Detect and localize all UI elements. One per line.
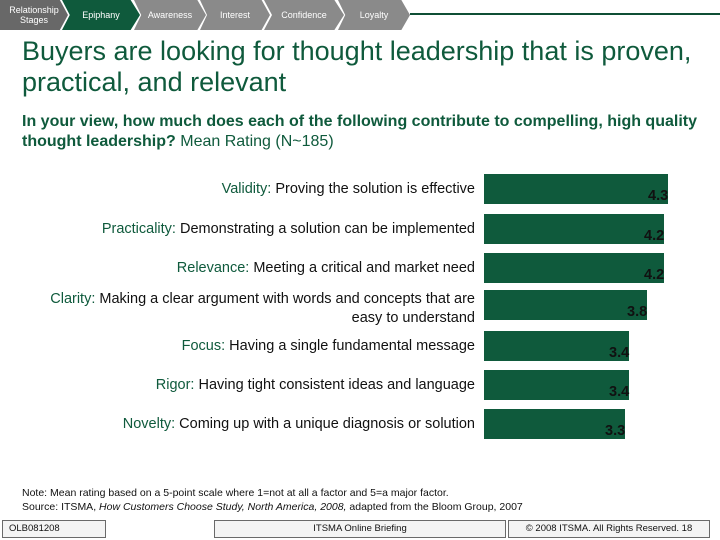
category-label: Relevance: Meeting a critical and market… [15, 259, 475, 278]
bar-value-label: 3.8 [627, 304, 648, 320]
category-description: Having a single fundamental message [225, 338, 475, 354]
category-term: Clarity: [50, 291, 96, 307]
footer-copyright: © 2008 ITSMA. All Rights Reserved. 18 [508, 520, 710, 538]
stage-nav: Relationship Stages Epiphany Awareness I… [0, 0, 720, 30]
bar-value-label: 3.4 [609, 384, 630, 400]
nav-step-interest[interactable]: Interest [200, 0, 270, 30]
nav-step-label: Awareness [147, 10, 193, 20]
nav-step-label: Relationship Stages [9, 5, 59, 25]
source-study: How Customers Choose Study, North Americ… [99, 501, 347, 513]
bar-value-label: 4.3 [648, 188, 669, 204]
category-label: Clarity: Making a clear argument with wo… [20, 290, 475, 328]
footer-code: OLB081208 [2, 520, 106, 538]
bar [484, 409, 625, 439]
nav-step-epiphany[interactable]: Epiphany [62, 0, 140, 30]
source-prefix: Source: ITSMA, [22, 501, 97, 513]
category-term: Novelty: [122, 416, 176, 432]
bar-value-label: 3.3 [605, 423, 626, 439]
bar [484, 174, 668, 204]
bar [484, 214, 664, 244]
bar-value-label: 4.2 [644, 267, 665, 283]
category-term: Focus: [181, 338, 226, 354]
category-description: Meeting a critical and market need [249, 260, 475, 276]
nav-step-label: Confidence [281, 10, 327, 20]
category-term: Relevance: [176, 260, 250, 276]
category-description: Making a clear argument with words and c… [95, 291, 475, 326]
survey-question: In your view, how much does each of the … [22, 112, 712, 152]
slide-title: Buyers are looking for thought leadershi… [22, 36, 692, 97]
category-description: Proving the solution is effective [271, 181, 475, 197]
category-description: Demonstrating a solution can be implemen… [175, 221, 475, 237]
category-term: Validity: [221, 181, 272, 197]
chart-note: Note: Mean rating based on a 5-point sca… [22, 486, 523, 514]
nav-step-label: Loyalty [359, 10, 389, 20]
nav-divider-line [410, 13, 720, 15]
bar-value-label: 3.4 [609, 345, 630, 361]
bar [484, 370, 629, 400]
source-line: Source: ITSMA, How Customers Choose Stud… [22, 500, 523, 514]
bar [484, 290, 647, 320]
bar [484, 253, 664, 283]
note-line: Note: Mean rating based on a 5-point sca… [22, 487, 449, 499]
nav-step-relationship-stages[interactable]: Relationship Stages [0, 0, 68, 30]
nav-step-label: Interest [219, 10, 250, 20]
category-description: Having tight consistent ideas and langua… [194, 377, 475, 393]
source-suffix: adapted from the Bloom Group, 2007 [349, 501, 523, 513]
category-term: Rigor: [155, 377, 195, 393]
category-description: Coming up with a unique diagnosis or sol… [175, 416, 475, 432]
nav-step-awareness[interactable]: Awareness [134, 0, 206, 30]
bar-value-label: 4.2 [644, 228, 665, 244]
category-label: Practicality: Demonstrating a solution c… [15, 220, 475, 239]
nav-step-confidence[interactable]: Confidence [264, 0, 344, 30]
question-measure: Mean Rating (N~185) [180, 133, 334, 150]
category-label: Focus: Having a single fundamental messa… [15, 337, 475, 356]
bar [484, 331, 629, 361]
question-text: In your view, how much does each of the … [22, 113, 697, 150]
nav-step-label: Epiphany [82, 10, 120, 20]
category-label: Novelty: Coming up with a unique diagnos… [15, 415, 475, 434]
category-label: Validity: Proving the solution is effect… [15, 180, 475, 199]
nav-step-loyalty[interactable]: Loyalty [338, 0, 410, 30]
category-label: Rigor: Having tight consistent ideas and… [15, 376, 475, 395]
footer-title: ITSMA Online Briefing [214, 520, 506, 538]
category-term: Practicality: [101, 221, 176, 237]
